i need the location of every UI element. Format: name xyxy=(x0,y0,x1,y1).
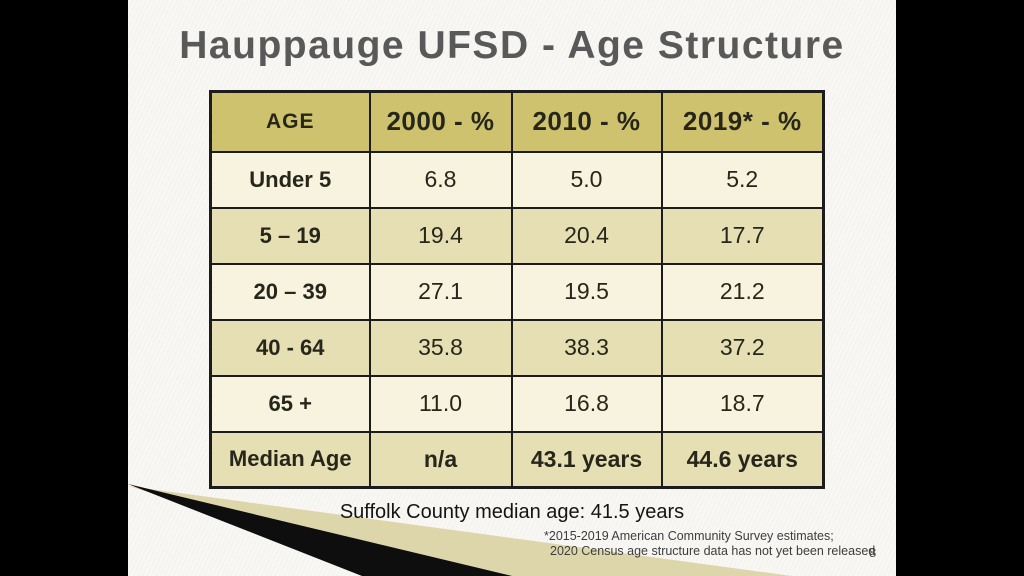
cell-value: 19.4 xyxy=(368,206,513,265)
col-header-age: AGE xyxy=(209,90,371,153)
cell-value: 20.4 xyxy=(510,206,663,265)
cell-value: 27.1 xyxy=(368,262,513,321)
letterbox-right xyxy=(896,0,1024,576)
county-median-note: Suffolk County median age: 41.5 years xyxy=(339,501,685,523)
col-header-2010: 2010 - % xyxy=(510,90,663,153)
age-structure-table: AGE 2000 - % 2010 - % 2019* - % Under 5 … xyxy=(209,90,825,489)
cell-value: 43.1 years xyxy=(510,430,663,489)
footnote-line-1: *2015-2019 American Community Survey est… xyxy=(544,529,834,543)
footnote: *2015-2019 American Community Survey est… xyxy=(544,529,875,559)
cell-value: 44.6 years xyxy=(660,430,825,489)
cell-value: 18.7 xyxy=(660,374,825,433)
table-header-row: AGE 2000 - % 2010 - % 2019* - % xyxy=(209,90,825,153)
cell-value: 37.2 xyxy=(660,318,825,377)
cell-value: 21.2 xyxy=(660,262,825,321)
cell-value: 16.8 xyxy=(510,374,663,433)
row-label: 20 – 39 xyxy=(209,262,371,321)
slide: Hauppauge UFSD - Age Structure AGE 2000 … xyxy=(128,0,896,576)
table-row: 40 - 64 35.8 38.3 37.2 xyxy=(209,318,825,377)
row-label: 65 + xyxy=(209,374,371,433)
slide-title: Hauppauge UFSD - Age Structure xyxy=(179,24,845,67)
col-header-2019: 2019* - % xyxy=(660,90,825,153)
table-row: Under 5 6.8 5.0 5.2 xyxy=(209,150,825,209)
table-row: 20 – 39 27.1 19.5 21.2 xyxy=(209,262,825,321)
cell-value: 19.5 xyxy=(510,262,663,321)
cell-value: 38.3 xyxy=(510,318,663,377)
table-row-median-age: Median Age n/a 43.1 years 44.6 years xyxy=(209,430,825,489)
cell-value: 6.8 xyxy=(368,150,513,209)
cell-value: 17.7 xyxy=(660,206,825,265)
table-row: 65 + 11.0 16.8 18.7 xyxy=(209,374,825,433)
cell-value: n/a xyxy=(368,430,513,489)
cell-value: 35.8 xyxy=(368,318,513,377)
cell-value: 5.2 xyxy=(660,150,825,209)
cell-value: 5.0 xyxy=(510,150,663,209)
row-label: 5 – 19 xyxy=(209,206,371,265)
cell-value: 11.0 xyxy=(368,374,513,433)
page-number: 8 xyxy=(869,545,877,560)
footnote-line-2: 2020 Census age structure data has not y… xyxy=(550,544,876,558)
col-header-2000: 2000 - % xyxy=(368,90,513,153)
row-label: Median Age xyxy=(209,430,371,489)
table-row: 5 – 19 19.4 20.4 17.7 xyxy=(209,206,825,265)
row-label: 40 - 64 xyxy=(209,318,371,377)
row-label: Under 5 xyxy=(209,150,371,209)
letterbox-left xyxy=(0,0,128,576)
